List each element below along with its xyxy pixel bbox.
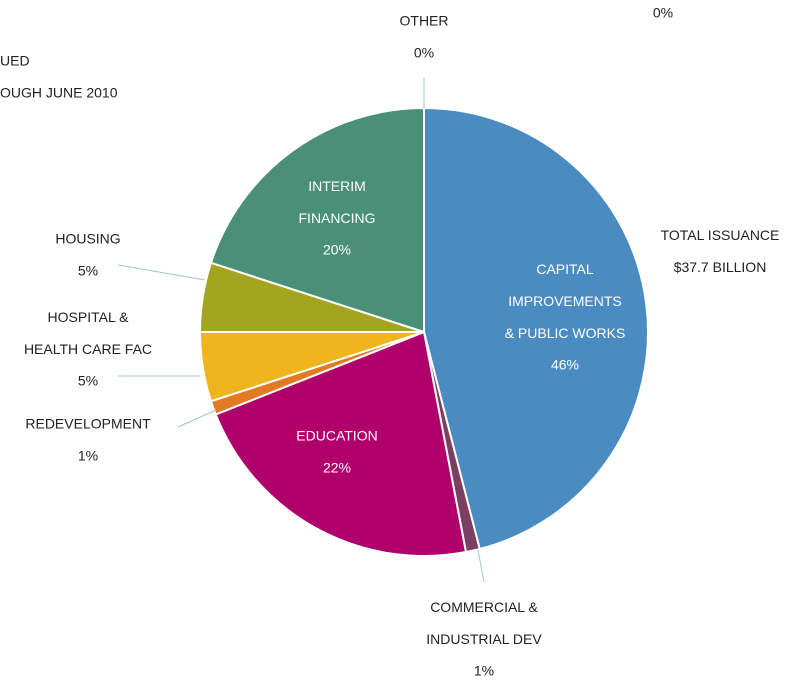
slice-value: 1% [78,448,98,464]
slice-value: 0% [414,45,434,61]
slice-value: 5% [78,373,98,389]
annotation: TOTAL ISSUANCE $37.7 BILLION [661,227,780,275]
leader-line [177,409,217,428]
pie-slice [209,106,425,334]
slice-label: HOUSING [55,231,120,247]
annotation: 0% [653,5,673,21]
slice-label: REDEVELOPMENT [25,416,151,432]
title-line: UED [0,53,30,69]
pie-slice [214,330,468,557]
slice-label: CAPITAL IMPROVEMENTS & PUBLIC WORKS [505,261,626,341]
slice-value: 46% [551,357,579,373]
slice-label: INTERIM FINANCING [299,178,376,226]
leader-line [477,549,485,583]
slice-label: HOSPITAL & HEALTH CARE FAC [24,309,152,357]
slice-label: OTHER [400,13,449,29]
slice-value: 20% [323,242,351,258]
slice-label: EDUCATION [296,428,377,444]
slice-value: 5% [78,263,98,279]
slice-label: COMMERCIAL & INDUSTRIAL DEV [426,599,542,647]
title-line: OUGH JUNE 2010 [0,85,118,101]
pie-slice [423,106,649,551]
slice-value: 1% [474,663,494,679]
leader-line [117,264,206,281]
slice-value: 22% [323,460,351,476]
